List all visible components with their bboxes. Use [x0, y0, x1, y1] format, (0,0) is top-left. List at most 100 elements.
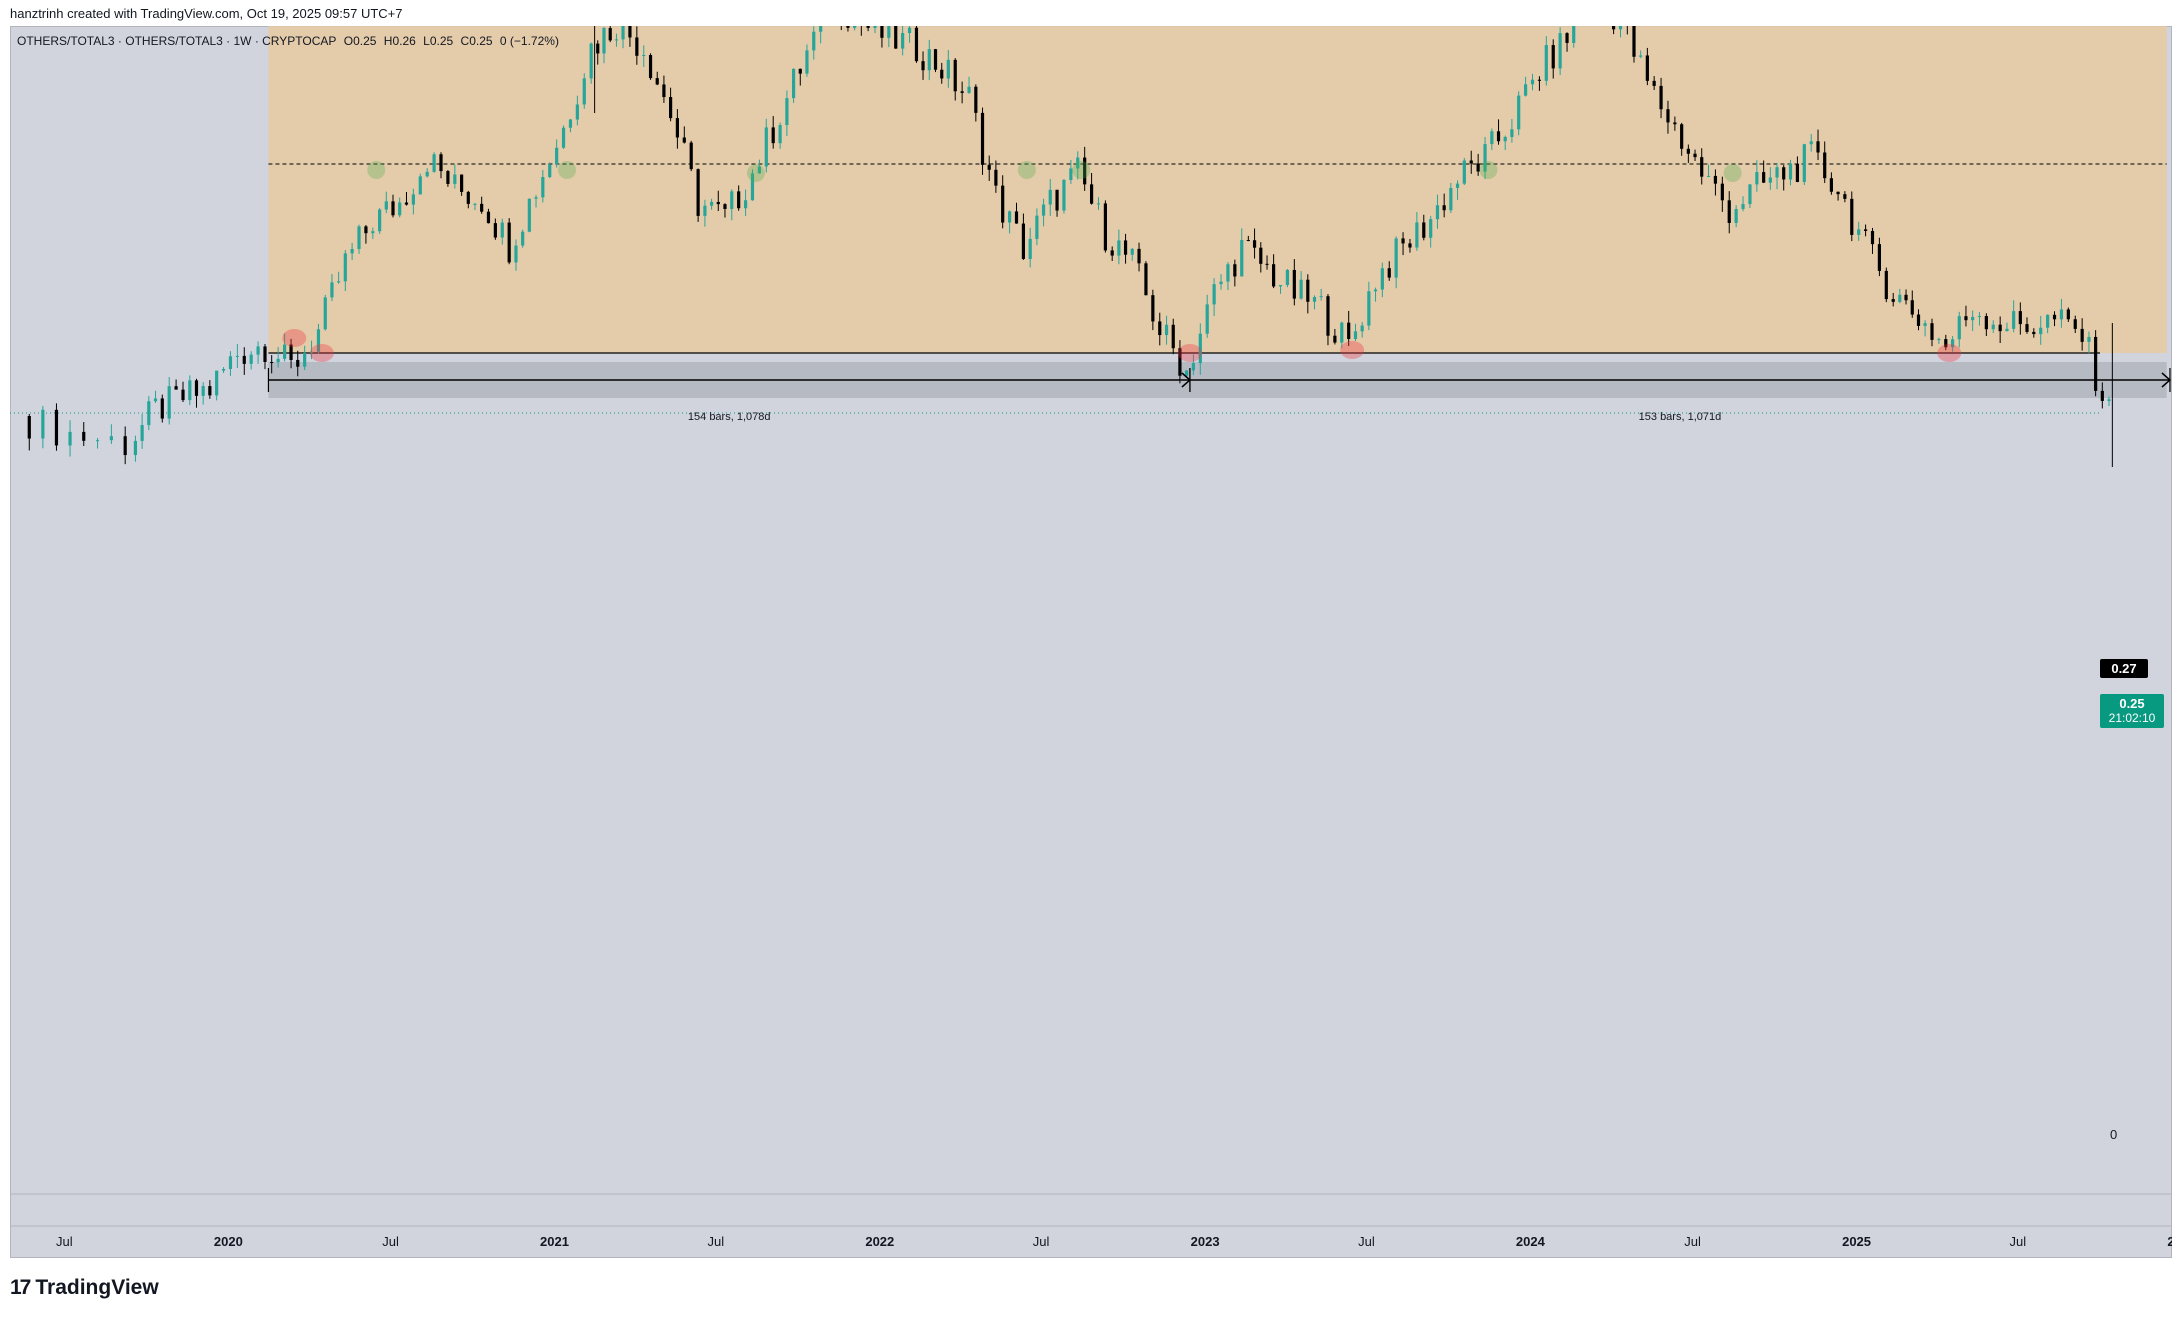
candle-down	[2080, 328, 2084, 342]
candle-down	[1843, 194, 1847, 199]
candle-up	[1741, 204, 1745, 210]
candle-down	[263, 346, 267, 362]
candle-up	[812, 31, 816, 51]
candle-up	[432, 154, 436, 172]
resistance-touch-marker	[309, 344, 334, 362]
candle-down	[1151, 295, 1155, 322]
candle-down	[1964, 316, 1968, 321]
candle-down	[1387, 268, 1391, 278]
candle-down	[2032, 331, 2036, 335]
candle-down	[994, 169, 998, 186]
candle-up	[907, 27, 912, 34]
candle-down	[933, 49, 938, 70]
candle-up	[153, 398, 158, 402]
candle-down	[181, 389, 185, 401]
candle-down	[2066, 309, 2070, 320]
candle-down	[716, 201, 720, 205]
candle-down	[1246, 240, 1250, 242]
candle-up	[1755, 172, 1759, 185]
price-chart[interactable]: 154 bars, 1,078d 153 bars, 1,071d Jul 2020 J…	[10, 26, 2172, 1258]
candle-down	[1158, 321, 1162, 336]
candle-up	[133, 440, 138, 456]
tradingview-logo-icon: 17	[10, 1276, 31, 1299]
candle-up	[453, 174, 457, 184]
candle-up	[1048, 189, 1052, 205]
candle-down	[1442, 205, 1446, 211]
time-axis-tick-label: 2022	[865, 1234, 894, 1249]
candle-up	[1523, 84, 1528, 96]
candle-down	[628, 26, 632, 38]
level-price-label[interactable]: 0.27	[2100, 659, 2148, 678]
candle-up	[1768, 177, 1772, 183]
candle-down	[1984, 316, 1988, 330]
candle-down	[27, 416, 31, 439]
candle-down	[696, 169, 700, 216]
candle-up	[730, 191, 734, 209]
candle-down	[1551, 45, 1555, 69]
candle-up	[1185, 370, 1189, 376]
symbol-legend[interactable]: OTHERS/TOTAL3 · OTHERS/TOTAL3 · 1W · CRY…	[17, 34, 563, 48]
candle-up	[1373, 289, 1378, 292]
candle-up	[946, 59, 950, 79]
time-axis-tick-label: Jul	[1358, 1234, 1375, 1249]
candle-up	[41, 409, 45, 439]
candle-down	[1565, 33, 1569, 43]
candle-down	[1829, 178, 1833, 192]
candle-up	[337, 281, 341, 283]
candle-down	[404, 202, 409, 205]
time-axis-tick-label: Jul	[1033, 1234, 1050, 1249]
candle-up	[589, 43, 593, 79]
candle-up	[303, 352, 307, 367]
symbol-name[interactable]: OTHERS/TOTAL3 · OTHERS/TOTAL3 · 1W · CRY…	[17, 34, 337, 48]
candle-down	[1110, 250, 1114, 256]
midline-touch-marker	[558, 161, 576, 179]
candle-up	[1462, 160, 1466, 184]
candle-down	[1401, 238, 1405, 244]
candle-down	[921, 61, 925, 71]
ohlc-change: 0 (−1.72%)	[499, 34, 559, 48]
candle-up	[1130, 248, 1134, 255]
time-axis-tick-label: Jul	[382, 1234, 399, 1249]
candle-up	[1510, 129, 1514, 137]
candle-down	[1632, 26, 1636, 57]
candle-up	[371, 231, 375, 234]
current-price-label[interactable]: 0.25 21:02:10	[2100, 694, 2164, 728]
time-axis-tick-label: Jul	[2010, 1234, 2027, 1249]
candle-down	[493, 223, 497, 238]
measure-label-first: 154 bars, 1,078d	[688, 411, 771, 423]
candle-down	[1904, 294, 1908, 301]
candle-down	[1816, 141, 1820, 153]
candle-down	[608, 28, 612, 41]
candle-up	[343, 253, 347, 282]
candle-down	[1537, 79, 1542, 81]
candle-up	[534, 197, 538, 199]
candle-up	[473, 203, 477, 205]
candle-down	[1652, 80, 1656, 86]
candle-down	[1944, 339, 1948, 348]
candle-up	[1449, 187, 1453, 211]
candle-up	[2087, 336, 2091, 342]
candle-down	[655, 78, 659, 85]
candle-down	[242, 355, 246, 364]
candle-down	[460, 174, 464, 192]
candle-down	[1272, 264, 1276, 287]
time-axis-tick-label: Jul	[56, 1234, 73, 1249]
candle-down	[1782, 167, 1786, 180]
candle-down	[2100, 390, 2104, 401]
tradingview-logo[interactable]: 17 TradingView	[10, 1276, 159, 1300]
candle-up	[1977, 316, 1982, 318]
candle-up	[215, 370, 219, 396]
candle-up	[514, 245, 518, 263]
candle-up	[1367, 291, 1371, 326]
candle-down	[446, 171, 450, 184]
candle-up	[1035, 215, 1039, 239]
candle-down	[737, 191, 741, 209]
candle-up	[228, 356, 233, 369]
candle-up	[791, 68, 796, 99]
candle-up	[785, 98, 789, 126]
candle-up	[2059, 309, 2064, 320]
candle-up	[1558, 33, 1562, 69]
candle-down	[1001, 185, 1005, 223]
midline-touch-marker	[1017, 161, 1036, 179]
candle-up	[1435, 205, 1440, 220]
